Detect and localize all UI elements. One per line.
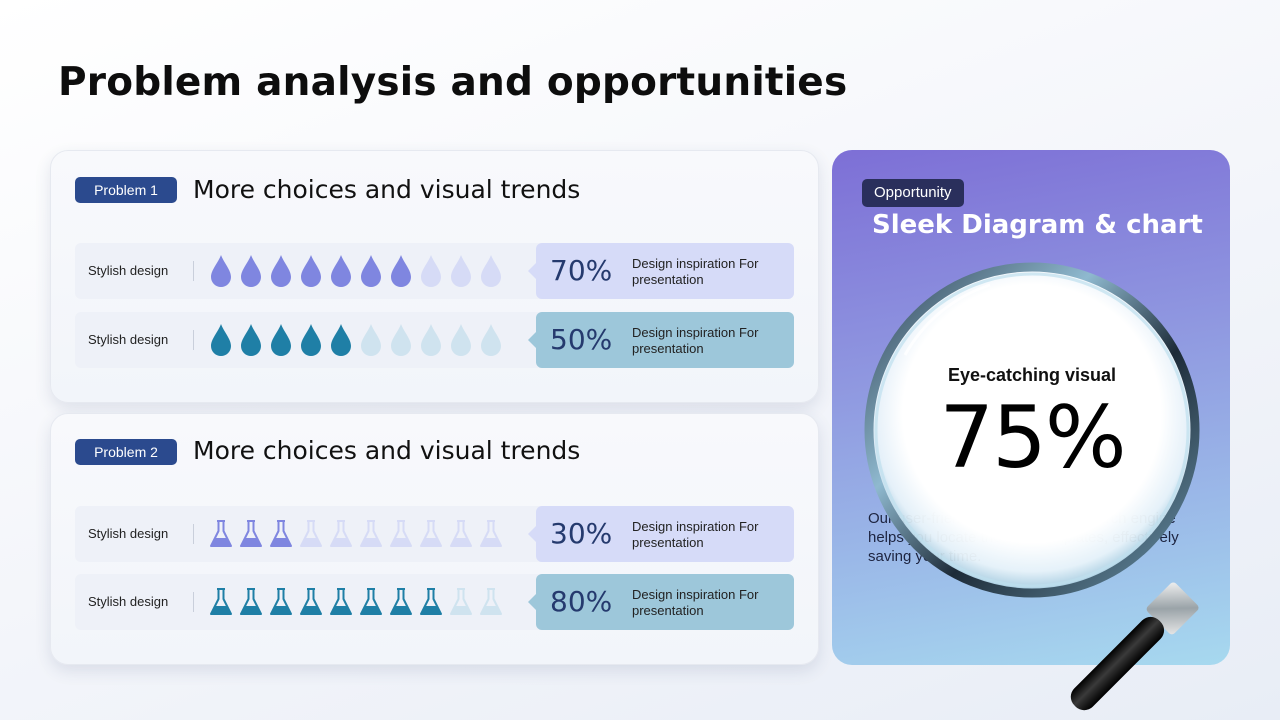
flask-icon xyxy=(330,520,352,547)
water-drop-icon xyxy=(451,255,471,287)
icon-rating xyxy=(209,584,503,620)
row-label: Stylish design xyxy=(88,526,169,541)
value-percent: 50% xyxy=(550,323,613,356)
flask-icon xyxy=(390,588,412,615)
row-label: Stylish design xyxy=(88,594,169,609)
metric-row: Stylish design 30% Design inspiration Fo… xyxy=(75,506,794,562)
flask-icon xyxy=(450,520,472,547)
water-drop-icon xyxy=(241,324,261,356)
icon-rating xyxy=(209,516,503,552)
value-percent: 70% xyxy=(550,254,613,287)
flask-icon xyxy=(330,588,352,615)
problem-panel-2: Problem 2 More choices and visual trends… xyxy=(50,413,819,665)
flask-icon xyxy=(210,520,232,547)
water-drop-icon xyxy=(481,255,501,287)
flask-icon xyxy=(420,588,442,615)
water-drop-icon xyxy=(301,324,321,356)
water-drop-icon xyxy=(481,324,501,356)
value-box: 50% Design inspiration For presentation xyxy=(528,312,794,368)
value-percent: 80% xyxy=(550,585,613,618)
row-label: Stylish design xyxy=(88,263,169,278)
metric-row: Stylish design 70% Design inspiration Fo… xyxy=(75,243,794,299)
opportunity-body: Our user-friendly and functional search … xyxy=(868,510,1179,565)
value-percent: 30% xyxy=(550,517,613,550)
opportunity-heading: Sleek Diagram & chart xyxy=(872,210,1203,240)
flask-icon xyxy=(420,520,442,547)
water-drop-icon xyxy=(301,255,321,287)
flask-icon xyxy=(270,588,292,615)
divider xyxy=(193,261,194,281)
value-box: 80% Design inspiration For presentation xyxy=(528,574,794,630)
flask-icon xyxy=(210,588,232,615)
water-drop-icon xyxy=(211,255,231,287)
water-drop-icon xyxy=(211,324,231,356)
water-drop-icon xyxy=(451,324,471,356)
flask-icon xyxy=(270,520,292,547)
water-drop-icon xyxy=(421,255,441,287)
lens-label: Eye-catching visual xyxy=(947,365,1117,385)
lens-value: 75% xyxy=(939,388,1126,488)
problem-panel-1: Problem 1 More choices and visual trends… xyxy=(50,150,819,403)
value-description: Design inspiration For presentation xyxy=(632,519,759,550)
flask-icon xyxy=(450,588,472,615)
water-drop-icon xyxy=(391,324,411,356)
water-drop-icon xyxy=(271,324,291,356)
metric-row: Stylish design 50% Design inspiration Fo… xyxy=(75,312,794,368)
icon-rating xyxy=(209,253,503,289)
divider xyxy=(193,330,194,350)
opportunity-tag: Opportunity xyxy=(862,179,964,207)
flask-icon xyxy=(360,588,382,615)
water-drop-icon xyxy=(331,324,351,356)
page-title: Problem analysis and opportunities xyxy=(58,60,848,105)
metric-row: Stylish design 80% Design inspiration Fo… xyxy=(75,574,794,630)
problem-tag: Problem 2 xyxy=(75,439,177,465)
divider xyxy=(193,524,194,544)
problem-heading: More choices and visual trends xyxy=(193,436,581,465)
value-description: Design inspiration For presentation xyxy=(632,587,759,618)
value-box: 70% Design inspiration For presentation xyxy=(528,243,794,299)
water-drop-icon xyxy=(241,255,261,287)
divider xyxy=(193,592,194,612)
flask-icon xyxy=(390,520,412,547)
flask-icon xyxy=(480,520,502,547)
problem-tag: Problem 1 xyxy=(75,177,177,203)
row-label: Stylish design xyxy=(88,332,169,347)
flask-icon xyxy=(480,588,502,615)
water-drop-icon xyxy=(361,255,381,287)
flask-icon xyxy=(300,520,322,547)
problem-heading: More choices and visual trends xyxy=(193,175,581,204)
water-drop-icon xyxy=(361,324,381,356)
water-drop-icon xyxy=(331,255,351,287)
flask-icon xyxy=(240,520,262,547)
flask-icon xyxy=(240,588,262,615)
flask-icon xyxy=(300,588,322,615)
value-description: Design inspiration For presentation xyxy=(632,325,759,356)
icon-rating xyxy=(209,322,503,358)
flask-icon xyxy=(360,520,382,547)
water-drop-icon xyxy=(271,255,291,287)
water-drop-icon xyxy=(391,255,411,287)
value-description: Design inspiration For presentation xyxy=(632,256,759,287)
value-box: 30% Design inspiration For presentation xyxy=(528,506,794,562)
water-drop-icon xyxy=(421,324,441,356)
